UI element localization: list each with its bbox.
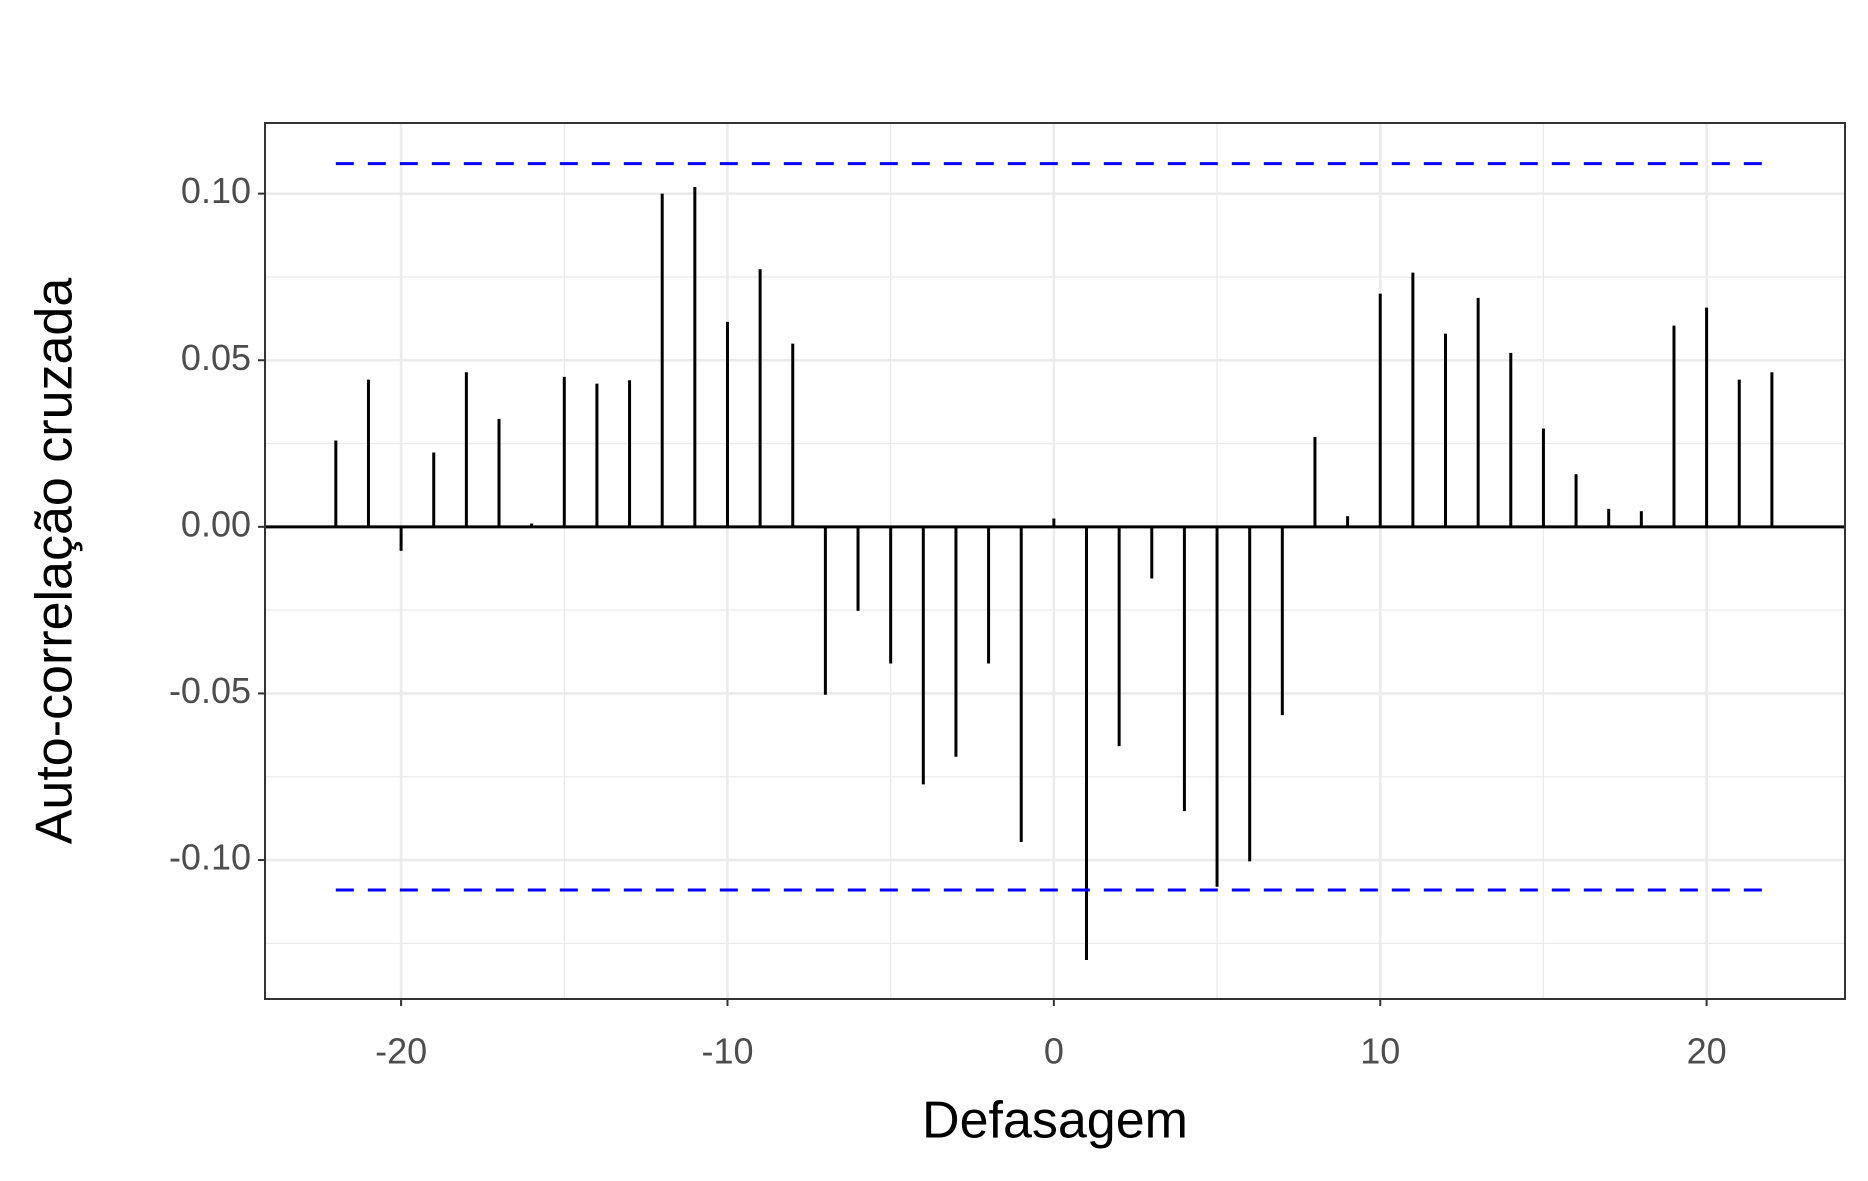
x-tick-label: -10 <box>701 1031 753 1072</box>
x-axis-title: Defasagem <box>922 1092 1188 1150</box>
y-tick-label: -0.05 <box>169 670 251 711</box>
x-tick-label: 20 <box>1687 1031 1727 1072</box>
x-tick-label: 0 <box>1044 1031 1064 1072</box>
y-tick-label: 0.10 <box>181 170 251 211</box>
y-axis-title: Auto-correlação cruzada <box>26 278 84 845</box>
y-tick-label: 0.05 <box>181 337 251 378</box>
x-tick-label: 10 <box>1360 1031 1400 1072</box>
y-tick-label: 0.00 <box>181 503 251 544</box>
x-tick-label: -20 <box>375 1031 427 1072</box>
y-tick-label: -0.10 <box>169 837 251 878</box>
panel-border <box>264 122 1846 1000</box>
